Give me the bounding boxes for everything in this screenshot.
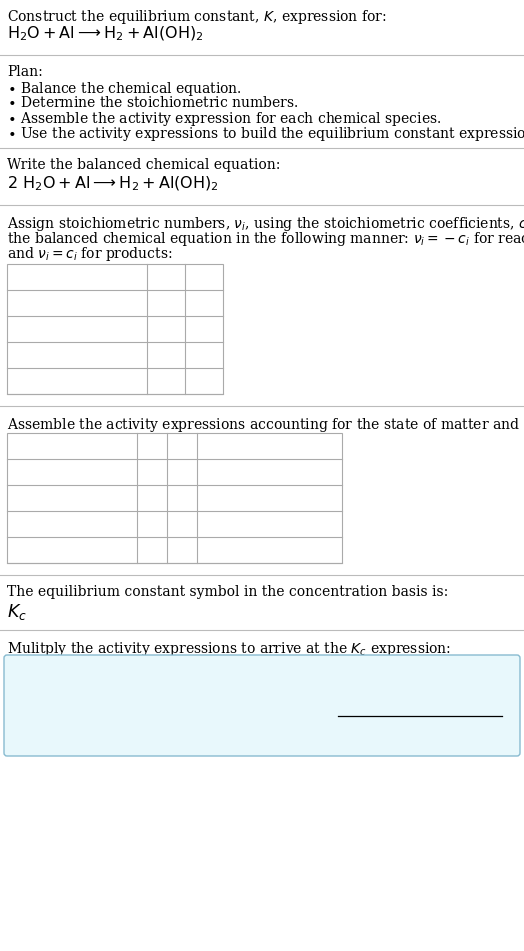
Text: $[\mathrm{Al}]^{-1}$: $[\mathrm{Al}]^{-1}$ <box>204 489 242 507</box>
Text: $K_c$: $K_c$ <box>7 602 27 622</box>
Text: Assemble the activity expressions accounting for the state of matter and $\nu_i$: Assemble the activity expressions accoun… <box>7 416 524 434</box>
Text: 2: 2 <box>162 297 170 309</box>
Text: 1: 1 <box>162 322 170 336</box>
Text: $\mathrm{H_2O + Al} \longrightarrow \mathrm{H_2 + Al(OH)_2}$: $\mathrm{H_2O + Al} \longrightarrow \mat… <box>7 25 204 44</box>
FancyBboxPatch shape <box>4 655 520 756</box>
Text: and $\nu_i = c_i$ for products:: and $\nu_i = c_i$ for products: <box>7 245 172 263</box>
Text: 1: 1 <box>148 492 156 504</box>
Text: Answer:: Answer: <box>17 668 74 682</box>
Text: $\mathrm{Al}$: $\mathrm{Al}$ <box>14 491 28 505</box>
Text: $-1$: $-1$ <box>194 322 214 336</box>
Text: $[\mathrm{H_2}]$: $[\mathrm{H_2}]$ <box>204 516 232 532</box>
Text: 2: 2 <box>148 465 156 478</box>
Text: chemical species: chemical species <box>20 270 134 283</box>
Text: $[\mathrm{H_2}]\ [\mathrm{Al(OH)_2}]$: $[\mathrm{H_2}]\ [\mathrm{Al(OH)_2}]$ <box>372 694 468 711</box>
Text: $-2$: $-2$ <box>172 465 192 478</box>
Text: $\mathrm{Al}$: $\mathrm{Al}$ <box>14 322 28 336</box>
Text: the balanced chemical equation in the following manner: $\nu_i = -c_i$ for react: the balanced chemical equation in the fo… <box>7 230 524 248</box>
Text: $\bullet$ Determine the stoichiometric numbers.: $\bullet$ Determine the stoichiometric n… <box>7 95 298 110</box>
Text: $\mathrm{H_2O}$: $\mathrm{H_2O}$ <box>14 296 42 311</box>
Text: $\bullet$ Assemble the activity expression for each chemical species.: $\bullet$ Assemble the activity expressi… <box>7 110 441 128</box>
Text: Plan:: Plan: <box>7 65 43 79</box>
Text: 1: 1 <box>162 348 170 361</box>
Text: $\nu_i$: $\nu_i$ <box>176 439 188 453</box>
Text: 1: 1 <box>148 544 156 556</box>
Text: $\bullet$ Use the activity expressions to build the equilibrium constant express: $\bullet$ Use the activity expressions t… <box>7 125 524 143</box>
Text: $[\mathrm{H_2O}]^2\ [\mathrm{Al}]$: $[\mathrm{H_2O}]^2\ [\mathrm{Al}]$ <box>383 719 457 739</box>
Text: Assign stoichiometric numbers, $\nu_i$, using the stoichiometric coefficients, $: Assign stoichiometric numbers, $\nu_i$, … <box>7 215 524 233</box>
Bar <box>7 264 223 394</box>
Bar <box>7 433 342 563</box>
Text: $\mathrm{H_2O}$: $\mathrm{H_2O}$ <box>14 464 42 479</box>
Text: $\bullet$ Balance the chemical equation.: $\bullet$ Balance the chemical equation. <box>7 80 242 98</box>
Text: 1: 1 <box>178 544 186 556</box>
Text: 1: 1 <box>200 348 208 361</box>
Text: $[\mathrm{Al(OH)_2}]$: $[\mathrm{Al(OH)_2}]$ <box>204 542 265 558</box>
Text: $\mathrm{H_2}$: $\mathrm{H_2}$ <box>14 516 31 532</box>
Text: chemical species: chemical species <box>16 439 128 453</box>
Text: 1: 1 <box>178 517 186 531</box>
Text: Construct the equilibrium constant, $K$, expression for:: Construct the equilibrium constant, $K$,… <box>7 8 387 26</box>
Text: $[\mathrm{H_2O}]^{-2}$: $[\mathrm{H_2O}]^{-2}$ <box>204 462 256 481</box>
Text: 1: 1 <box>162 375 170 387</box>
Text: $\nu_i$: $\nu_i$ <box>198 270 210 283</box>
Text: Mulitply the activity expressions to arrive at the $K_c$ expression:: Mulitply the activity expressions to arr… <box>7 640 451 658</box>
Text: The equilibrium constant symbol in the concentration basis is:: The equilibrium constant symbol in the c… <box>7 585 448 599</box>
Text: $\mathrm{H_2}$: $\mathrm{H_2}$ <box>14 347 31 362</box>
Text: $\mathrm{Al(OH)_2}$: $\mathrm{Al(OH)_2}$ <box>14 542 64 558</box>
Text: 1: 1 <box>148 517 156 531</box>
Text: $\mathrm{Al(OH)_2}$: $\mathrm{Al(OH)_2}$ <box>14 373 64 389</box>
Text: 1: 1 <box>200 375 208 387</box>
Text: $-1$: $-1$ <box>172 492 192 504</box>
Text: $-2$: $-2$ <box>194 297 214 309</box>
Text: activity expression: activity expression <box>207 439 332 453</box>
Text: $\mathrm{2\ H_2O + Al} \longrightarrow \mathrm{H_2 + Al(OH)_2}$: $\mathrm{2\ H_2O + Al} \longrightarrow \… <box>7 175 219 193</box>
Text: Write the balanced chemical equation:: Write the balanced chemical equation: <box>7 158 280 172</box>
Text: $c_i$: $c_i$ <box>160 270 172 283</box>
Text: $c_i$: $c_i$ <box>146 439 158 453</box>
Text: $K_c = [\mathrm{H_2O}]^{-2}\ [\mathrm{Al}]^{-1}\ [\mathrm{H_2}]\ [\mathrm{Al(OH): $K_c = [\mathrm{H_2O}]^{-2}\ [\mathrm{Al… <box>17 706 266 727</box>
